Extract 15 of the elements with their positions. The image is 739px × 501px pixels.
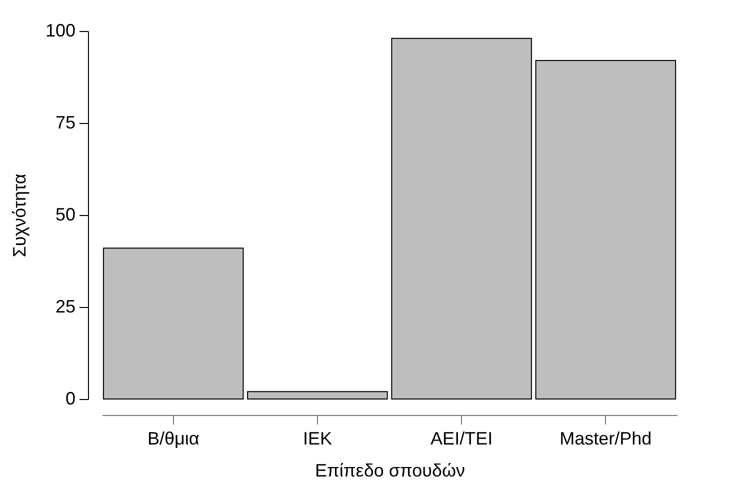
y-tick-label: 25 <box>55 296 76 316</box>
x-axis-title: Επίπεδο σπουδών <box>314 460 466 480</box>
bar <box>391 38 532 400</box>
x-tick-label: Master/Phd <box>560 428 652 448</box>
y-tick-label: 75 <box>55 112 76 132</box>
x-tick-label: ΙΕΚ <box>302 428 332 448</box>
bar <box>247 391 388 400</box>
y-tick-label: 0 <box>65 388 76 408</box>
y-tick-label: 100 <box>45 20 76 40</box>
bar <box>102 248 244 400</box>
x-tick-label: Β/θμια <box>147 428 200 448</box>
y-tick-label: 50 <box>55 204 76 224</box>
y-axis-title: Συχνότητα <box>9 174 30 258</box>
bar <box>535 60 676 400</box>
x-tick-label: ΑΕΙ/ΤΕΙ <box>430 428 493 448</box>
